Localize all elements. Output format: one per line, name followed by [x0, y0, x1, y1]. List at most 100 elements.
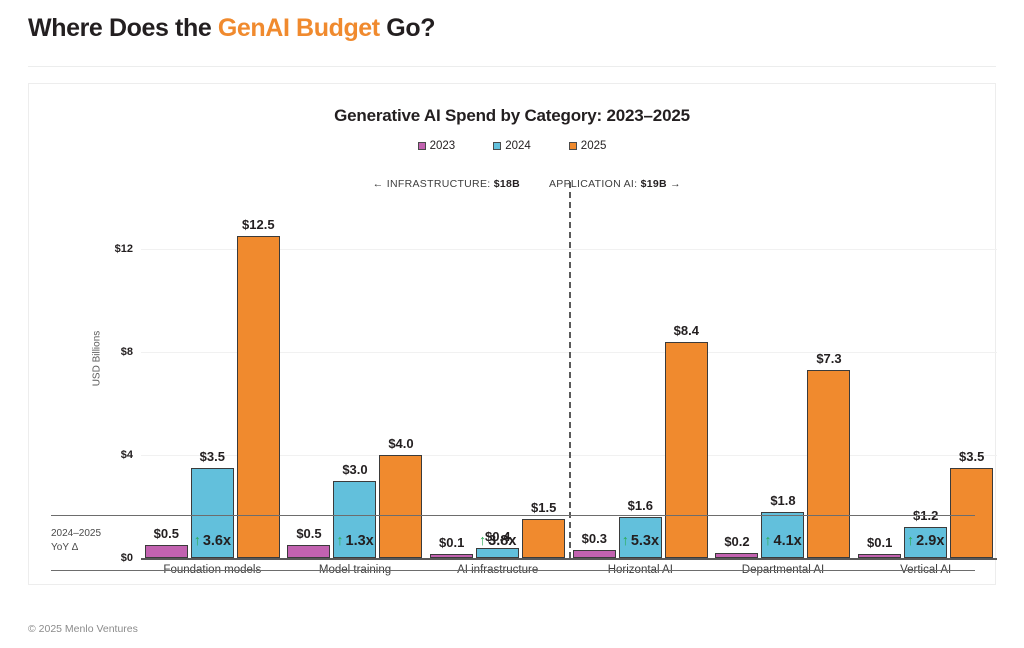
bar-group: $0.1 $1.2 $3.5: [854, 208, 997, 558]
bar-group: $0.3 $1.6 $8.4: [569, 208, 712, 558]
bar-value-label: $0.5: [296, 526, 322, 542]
bar-2024[interactable]: [904, 527, 948, 558]
bar-2025[interactable]: [236, 236, 280, 558]
bar-2023[interactable]: [715, 552, 759, 558]
bar-2025[interactable]: [522, 519, 566, 558]
bar-value-label: $3.5: [199, 448, 225, 464]
bar-value-label: $1.5: [531, 500, 557, 516]
yoy-caption: 2024–2025 YoY Δ: [51, 528, 102, 553]
bar-wrapper: $0.5: [287, 526, 331, 558]
yoy-value: ↑ 2.9x: [907, 533, 944, 549]
y-tick-label: $0: [120, 552, 133, 564]
bar-value-label: $7.3: [816, 351, 842, 367]
bar-2024[interactable]: [761, 511, 805, 558]
bar-value-label: $1.6: [627, 497, 653, 513]
bar-wrapper: $7.3: [807, 351, 851, 558]
yoy-value: ↑ 1.3x: [336, 533, 373, 549]
bar-wrapper: $0.3: [572, 531, 616, 558]
bar-wrapper: $3.5: [950, 449, 994, 558]
page-title-part-2: Go?: [379, 14, 436, 42]
annotation-infrastructure-value: $18B: [493, 178, 520, 190]
bar-2023[interactable]: [144, 545, 188, 558]
bar-wrapper: $3.5: [190, 449, 234, 558]
page-title: Where Does the GenAI Budget Go?: [28, 14, 996, 43]
segment-annotations: ← INFRASTRUCTURE: $18B APPLICATION AI: $…: [29, 178, 995, 194]
bar-wrapper: $1.2: [904, 508, 948, 558]
bar-value-label: $3.5: [959, 448, 985, 464]
bar-value-label: $0.1: [867, 535, 893, 550]
bar-value-label: $4.0: [388, 436, 414, 452]
bar-value-label: $0.3: [581, 531, 607, 547]
arrow-up-icon: ↑: [336, 533, 344, 549]
annotation-infrastructure-text: ← INFRASTRUCTURE:: [372, 178, 494, 190]
bar-2025[interactable]: [950, 467, 994, 558]
bar-2023[interactable]: [287, 545, 331, 558]
annotation-application-ai-arrow: →: [666, 178, 681, 190]
arrow-up-icon: ↑: [764, 533, 772, 549]
bar-value-label: $0.4: [485, 528, 511, 544]
segment-divider: [569, 182, 571, 558]
plot: USD Billions $0 $4 $8 $12 $0.5 $3.5 $12.5 $0.5…: [55, 182, 997, 576]
bar-wrapper: $12.5: [236, 217, 280, 558]
bar-wrapper: $0.1: [430, 535, 474, 558]
bar-2023[interactable]: [430, 554, 474, 558]
legend-swatch-icon-2025: [568, 142, 577, 150]
yoy-multiple-text: 3.8x: [488, 533, 517, 549]
bar-value-label: $0.2: [724, 533, 750, 549]
annotation-application-ai: APPLICATION AI: $19B →: [549, 178, 681, 190]
bar-2024[interactable]: [190, 467, 234, 558]
arrow-up-icon: ↑: [478, 533, 487, 549]
header-divider: [28, 66, 996, 67]
bar-value-label: $0.5: [153, 526, 179, 542]
arrow-up-icon: ↑: [621, 533, 629, 549]
bar-wrapper: $0.1: [858, 535, 902, 558]
bar-group: $0.2 $1.8 $7.3: [712, 208, 855, 558]
bar-2024[interactable]: [476, 547, 520, 558]
page-header: Where Does the GenAI Budget Go?: [0, 0, 1024, 68]
bar-wrapper: $1.6: [618, 498, 662, 558]
x-axis-baseline: [141, 558, 997, 560]
legend-item-2024[interactable]: 2024: [493, 140, 531, 152]
legend-swatch-icon-2023: [417, 142, 426, 150]
chart-title: Generative AI Spend by Category: 2023–20…: [334, 106, 690, 125]
yoy-multiple-text: 5.3x: [630, 533, 660, 549]
bar-wrapper: $4.0: [379, 436, 423, 558]
bar-2024[interactable]: [618, 516, 662, 558]
annotation-application-ai-text: APPLICATION AI:: [549, 178, 641, 190]
yoy-value: ↑ 4.1x: [764, 533, 801, 549]
bar-value-label: $1.8: [770, 492, 796, 508]
bar-2025[interactable]: [807, 370, 851, 558]
legend-label-2023: 2023: [429, 140, 456, 152]
bar-wrapper: $0.5: [144, 526, 188, 558]
y-axis-title: USD Billions: [91, 330, 103, 387]
bar-wrapper: $3.0: [333, 462, 377, 558]
legend-swatch-icon-2024: [493, 142, 502, 150]
bar-value-label: $3.0: [342, 461, 368, 477]
bar-group: $0.5 $3.5 $12.5: [141, 208, 284, 558]
bar-2023[interactable]: [858, 554, 902, 558]
annotation-infrastructure: ← INFRASTRUCTURE: $18B: [373, 178, 520, 190]
chart-legend: 2023 2024 2025: [29, 140, 995, 152]
legend-label-2025: 2025: [580, 140, 607, 152]
yoy-summary-row: 2024–2025 YoY Δ ↑ 3.6x ↑ 1.3x ↑ 3.8x ↑ 5.3x ↑ 4.1…: [51, 515, 975, 571]
yoy-value: ↑ 3.6x: [194, 533, 231, 549]
legend-label-2024: 2024: [505, 140, 531, 152]
plot-area: $0.5 $3.5 $12.5 $0.5 $3.0 $4.0 $0.1 $0.4 $1.5 $0.…: [141, 208, 997, 558]
bar-2024[interactable]: [333, 480, 377, 558]
y-tick-label: $8: [120, 346, 133, 359]
bar-2025[interactable]: [379, 455, 423, 558]
bar-2025[interactable]: [664, 341, 708, 558]
y-tick-label: $12: [114, 243, 133, 256]
yoy-value: ↑ 3.8x: [479, 533, 516, 549]
bar-value-label: $12.5: [242, 217, 275, 233]
legend-item-2023[interactable]: 2023: [417, 140, 456, 152]
bar-2023[interactable]: [572, 550, 616, 558]
bar-value-label: $0.1: [439, 535, 465, 550]
bar-wrapper: $1.5: [522, 500, 566, 558]
yoy-value: ↑ 5.3x: [622, 533, 659, 549]
yoy-multiple-text: 3.6x: [202, 533, 232, 549]
bar-wrapper: $0.4: [476, 529, 520, 558]
legend-item-2025[interactable]: 2025: [568, 140, 607, 152]
page-title-accent: GenAI Budget: [217, 14, 380, 42]
chart-card: Generative AI Spend by Category: 2023–20…: [28, 83, 997, 585]
